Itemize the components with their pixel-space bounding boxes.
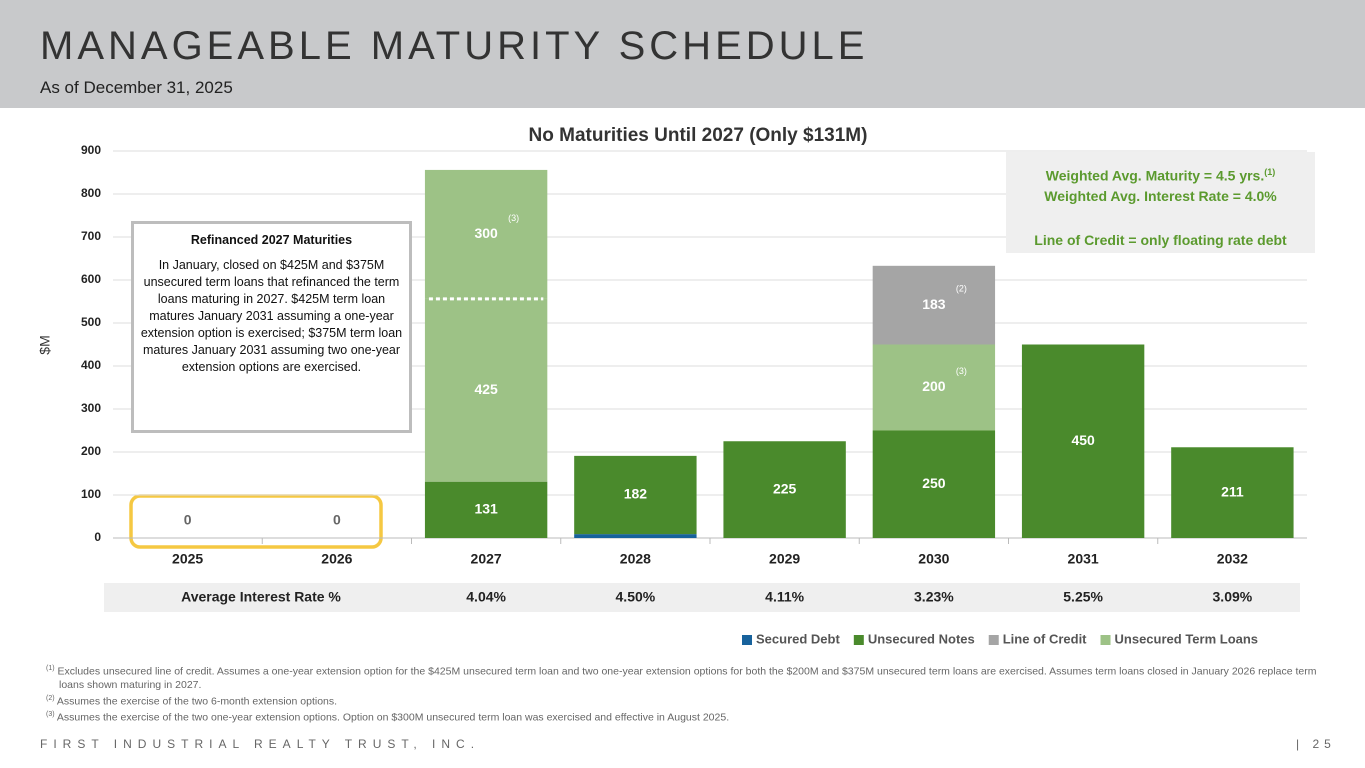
stat-credit: Line of Credit = only floating rate debt [1034, 231, 1287, 248]
legend-label: Line of Credit [1003, 631, 1087, 646]
bar-segment [424, 298, 548, 482]
legend-label: Unsecured Notes [868, 631, 975, 646]
rate-value: 4.11% [765, 589, 804, 605]
legend-swatch [1100, 635, 1111, 645]
y-tick-label: 800 [81, 186, 101, 200]
legend-label: Secured Debt [756, 631, 840, 646]
highlight-box [129, 494, 383, 549]
data-label: 0 [333, 512, 341, 528]
slide-subtitle: As of December 31, 2025 [40, 78, 233, 97]
y-axis-label: $M [37, 335, 53, 354]
data-note: (3) [508, 213, 519, 223]
header-band [0, 0, 1365, 108]
bar-segment [574, 534, 697, 538]
footnote-text: Assumes the exercise of the two one-year… [56, 711, 730, 724]
bar-segment [424, 169, 548, 299]
x-tick-label: 2032 [1217, 551, 1248, 567]
data-label: 300 [474, 225, 498, 241]
y-tick-label: 0 [94, 530, 101, 544]
page-number: | 25 [1296, 737, 1336, 751]
slide-title: MANAGEABLE MATURITY SCHEDULE [40, 24, 869, 68]
bar-segment [872, 265, 996, 345]
stat-maturity: Weighted Avg. Maturity = 4.5 yrs. [1045, 167, 1265, 184]
x-tick-label: 2025 [172, 551, 203, 567]
legend-swatch [988, 635, 999, 645]
data-label: 200 [922, 378, 946, 394]
bar-segment [872, 430, 996, 538]
bar-segment [723, 441, 846, 538]
data-label: 182 [624, 486, 648, 502]
legend-swatch [742, 635, 752, 645]
footnote: (3) Assumes the exercise of the two one-… [46, 708, 1318, 725]
data-label: 450 [1071, 432, 1095, 448]
stat-note: (1) [1264, 167, 1276, 177]
rate-value: 4.50% [616, 589, 656, 605]
bar-segment [1171, 447, 1294, 538]
y-tick-label: 200 [81, 444, 101, 458]
rate-row [104, 583, 1300, 612]
data-label: 425 [474, 381, 498, 397]
data-label: 131 [474, 501, 498, 517]
stats-box: Weighted Avg. Maturity = 4.5 yrs.(1) Wei… [1006, 152, 1315, 253]
data-label: 250 [922, 475, 946, 491]
y-tick-label: 600 [81, 272, 101, 286]
y-tick-label: 400 [81, 358, 101, 372]
y-tick-label: 700 [81, 229, 101, 243]
y-tick-label: 900 [81, 143, 101, 157]
bar-segment [872, 344, 996, 431]
rate-value: 3.09% [1213, 589, 1253, 605]
data-note: (3) [956, 366, 967, 376]
bar-segment [424, 481, 548, 538]
legend-label: Unsecured Term Loans [1115, 631, 1259, 646]
footnote: (1) Excludes unsecured line of credit. A… [46, 662, 1318, 692]
bar-segment [1021, 344, 1145, 538]
legend-swatch [853, 635, 864, 645]
x-tick-label: 2029 [769, 551, 800, 567]
y-tick-label: 500 [81, 315, 101, 329]
x-tick-label: 2027 [471, 551, 502, 567]
chart-title: No Maturities Until 2027 (Only $131M) [529, 125, 868, 146]
x-tick-label: 2026 [321, 551, 352, 567]
rate-value: 3.23% [914, 589, 954, 605]
footnote: (2) Assumes the exercise of the two 6-mo… [46, 692, 1318, 709]
bar-segment [574, 455, 697, 535]
callout-text: In January, closed on $425M and $375M un… [140, 258, 403, 374]
x-tick-label: 2030 [918, 551, 949, 567]
footnote-text: Assumes the exercise of the two 6-month … [56, 695, 338, 707]
data-label: 225 [773, 480, 797, 496]
footnote-marker: (1) [46, 665, 55, 672]
footnotes: (1) Excludes unsecured line of credit. A… [46, 662, 1318, 725]
data-label: 183 [922, 296, 946, 312]
callout-title: Refinanced 2027 Maturities [190, 233, 353, 247]
callout-box: Refinanced 2027 Maturities In January, c… [131, 221, 412, 433]
footer-company: FIRST INDUSTRIAL REALTY TRUST, INC. [40, 737, 481, 751]
y-tick-label: 300 [81, 401, 101, 415]
stat-rate: Weighted Avg. Interest Rate = 4.0% [1044, 187, 1277, 204]
data-label: 0 [184, 512, 192, 528]
footnote-text: Excludes unsecured line of credit. Assum… [57, 665, 1317, 691]
rate-value: 4.04% [466, 589, 506, 605]
x-tick-label: 2028 [620, 551, 651, 567]
rate-value: 5.25% [1063, 589, 1103, 605]
data-label: 211 [1221, 483, 1244, 499]
footnote-marker: (2) [46, 694, 55, 702]
x-tick-label: 2031 [1068, 551, 1099, 567]
rate-label: Average Interest Rate % [181, 589, 341, 605]
footnote-marker: (3) [46, 711, 55, 718]
data-note: (2) [956, 284, 967, 294]
y-tick-label: 100 [81, 487, 101, 501]
